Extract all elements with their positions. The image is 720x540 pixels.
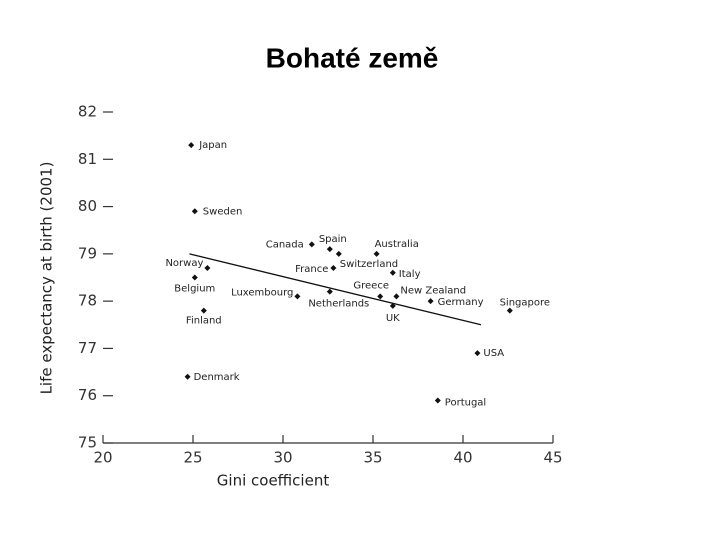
y-tick-label: 79 <box>78 244 97 262</box>
chart-title: Bohaté země <box>266 42 439 73</box>
point-label: Switzerland <box>340 259 398 270</box>
point <box>474 350 481 357</box>
point-label: Denmark <box>194 372 240 383</box>
x-tick-label: 35 <box>363 449 382 467</box>
point-label: Italy <box>399 269 421 280</box>
point-label: Greece <box>353 280 389 291</box>
point-label: New Zealand <box>400 285 466 296</box>
point <box>434 397 441 404</box>
point <box>389 302 396 309</box>
y-tick-label: 81 <box>78 150 97 168</box>
point <box>184 373 191 380</box>
point-label: Australia <box>375 239 419 250</box>
point-label: Finland <box>186 316 222 327</box>
x-axis-title: Gini coefficient <box>217 472 330 490</box>
point <box>188 142 195 149</box>
point-label: Belgium <box>174 284 215 295</box>
point <box>427 298 434 305</box>
point <box>308 241 315 248</box>
point-label: Spain <box>319 234 347 245</box>
point-label: Netherlands <box>308 299 369 310</box>
point <box>389 269 396 276</box>
point <box>393 293 400 300</box>
point <box>506 307 513 314</box>
point-label: Singapore <box>500 298 550 309</box>
point <box>335 250 342 257</box>
x-tick-label: 25 <box>183 449 202 467</box>
x-tick-label: 45 <box>543 449 562 467</box>
y-tick-label: 80 <box>78 197 97 215</box>
y-tick-label: 76 <box>78 386 97 404</box>
point <box>326 246 333 253</box>
point-label: Canada <box>266 239 304 250</box>
point <box>204 265 211 272</box>
y-tick-label: 78 <box>78 292 97 310</box>
point-label: Sweden <box>203 206 243 217</box>
y-axis-title: Life expectancy at birth (2001) <box>38 162 56 395</box>
y-tick-label: 77 <box>78 339 97 357</box>
x-tick-label: 40 <box>453 449 472 467</box>
point-label: Portugal <box>445 397 486 408</box>
point-label: France <box>295 264 328 275</box>
y-tick-label: 82 <box>78 103 97 121</box>
point <box>191 208 198 215</box>
point <box>377 293 384 300</box>
point-label: USA <box>483 348 504 359</box>
point <box>330 265 337 272</box>
trend-line <box>189 253 482 326</box>
point <box>373 250 380 257</box>
point-label: Japan <box>198 140 227 151</box>
x-tick-label: 20 <box>93 449 112 467</box>
x-tick-label: 30 <box>273 449 292 467</box>
point-label: Norway <box>165 258 203 269</box>
point <box>326 288 333 295</box>
point-label: Germany <box>438 297 484 308</box>
point <box>294 293 301 300</box>
point <box>191 274 198 281</box>
point-label: Luxembourg <box>231 287 293 298</box>
point <box>200 307 207 314</box>
point-label: UK <box>386 313 400 324</box>
y-tick-label: 75 <box>78 434 97 452</box>
